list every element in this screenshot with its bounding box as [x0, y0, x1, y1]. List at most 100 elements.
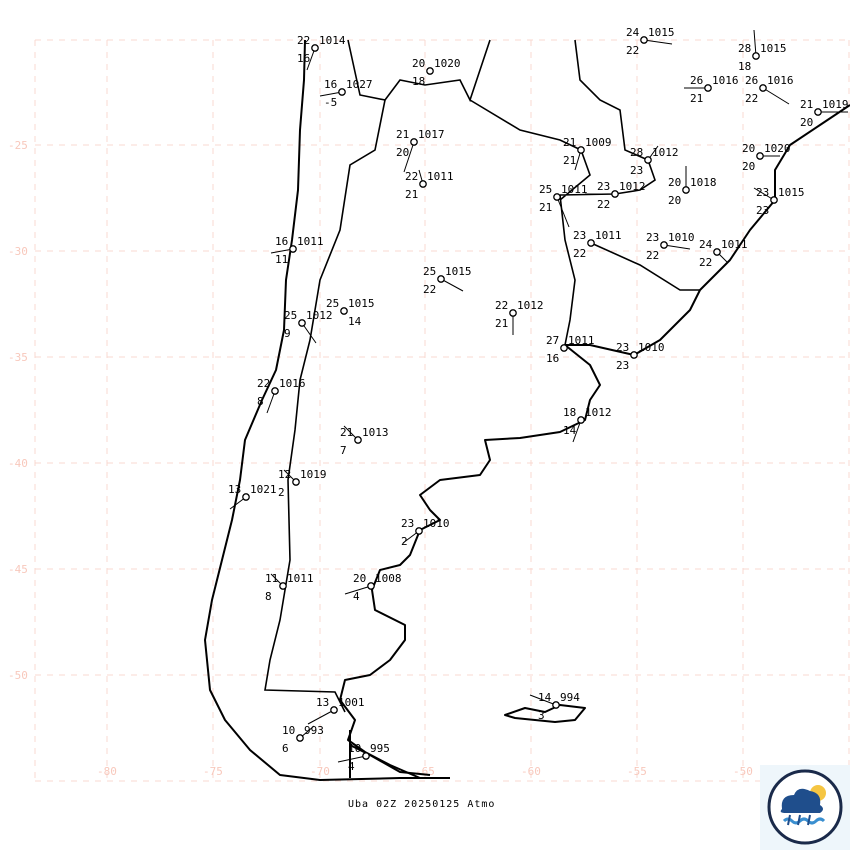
station-temp: 23: [646, 231, 659, 244]
station-temp: 23: [756, 186, 769, 199]
station-plot[interactable]: 25 1011 21: [539, 183, 588, 228]
pacific-coastline: [204, 39, 450, 781]
station-temp: 20: [742, 142, 755, 155]
station-pressure: 1014: [319, 34, 346, 47]
station-circle-icon: [338, 88, 346, 96]
station-plot[interactable]: 24 1015 22: [626, 26, 675, 57]
station-circle-icon: [756, 152, 764, 160]
station-plot[interactable]: 14 994 3: [529, 691, 580, 722]
station-plot[interactable]: 21 1019 20: [800, 98, 849, 129]
station-plot[interactable]: 23 1012 22: [585, 180, 646, 211]
atlantic-coastline: [339, 344, 601, 779]
station-temp: 24: [699, 238, 713, 251]
station-plot[interactable]: 13 1001: [307, 696, 365, 725]
station-plot[interactable]: 26 1016 21: [684, 74, 739, 105]
station-pressure: 1011: [721, 238, 748, 251]
station-temp: 22: [495, 299, 508, 312]
station-pressure: 1021: [250, 483, 277, 496]
station-plot[interactable]: 23 1011 22: [573, 229, 622, 260]
station-circle-icon: [752, 52, 760, 60]
borders: [264, 39, 700, 713]
station-pressure: 1019: [300, 468, 327, 481]
station-plot[interactable]: 25 1015 22: [423, 265, 472, 296]
uruguay-river-border: [559, 194, 700, 346]
station-plot[interactable]: 27 1011 16: [546, 334, 595, 365]
station-plot[interactable]: 21 1009 21: [563, 136, 612, 171]
station-plot[interactable]: 21 1017 20: [396, 128, 445, 173]
station-pressure: 1011: [427, 170, 454, 183]
station-plot[interactable]: 28 1012 23: [630, 145, 679, 177]
lon-label: -70: [310, 765, 330, 778]
station-plot[interactable]: 28 1015 18: [738, 29, 787, 73]
wind-barb-icon: [753, 187, 775, 201]
station-circle-icon: [410, 138, 418, 146]
station-plot[interactable]: 21 1013 7: [340, 425, 389, 457]
chile-argentina-border: [264, 39, 386, 713]
station-plot[interactable]: 23 1010 2: [401, 517, 450, 548]
station-circle-icon: [437, 275, 445, 283]
station-plot[interactable]: 26 1016 22: [745, 74, 794, 105]
station-circle-icon: [289, 245, 297, 253]
station-plot[interactable]: 22 1011 21: [405, 169, 454, 201]
station-circle-icon: [640, 36, 648, 44]
station-plot[interactable]: 23 1015 23: [753, 186, 805, 217]
station-pressure: 1009: [585, 136, 612, 149]
station-dewpoint: 23: [756, 204, 769, 217]
station-plot[interactable]: 12 1019 2: [278, 468, 327, 499]
station-dewpoint: 22: [646, 249, 659, 262]
lon-label: -60: [521, 765, 541, 778]
station-pressure: 1015: [648, 26, 675, 39]
station-pressure: 1015: [445, 265, 472, 278]
lon-label: -50: [733, 765, 753, 778]
station-plot[interactable]: 22 1016 8: [257, 377, 306, 414]
station-pressure: 993: [304, 724, 324, 737]
station-dewpoint: 23: [616, 359, 629, 372]
wind-barb-icon: [301, 322, 317, 344]
station-circle-icon: [419, 180, 427, 188]
station-plot[interactable]: 20 1018 20: [668, 166, 717, 207]
station-plot[interactable]: 22 1014 16: [297, 34, 346, 71]
station-plot[interactable]: 20 1020 18: [412, 57, 461, 88]
station-circle-icon: [553, 193, 561, 201]
station-dewpoint: 14: [563, 424, 577, 437]
station-plot[interactable]: 13 1021: [228, 483, 277, 510]
station-plot[interactable]: 25 1015 14: [326, 297, 375, 328]
station-plot[interactable]: 16 1011 11: [270, 235, 324, 266]
station-dewpoint: 22: [745, 92, 758, 105]
station-circle-icon: [660, 241, 668, 249]
station-plot[interactable]: 10 995 4: [337, 742, 390, 773]
station-circle-icon: [271, 387, 279, 395]
lat-label: -45: [8, 563, 28, 576]
wind-barb-icon: [529, 694, 557, 706]
station-dewpoint: -5: [324, 96, 337, 109]
station-temp: 21: [563, 136, 576, 149]
station-pressure: 1015: [760, 42, 787, 55]
station-circle-icon: [770, 196, 778, 204]
station-plot[interactable]: 23 1010 22: [646, 231, 695, 262]
station-plot[interactable]: 23 1010 23: [616, 341, 665, 372]
station-plot[interactable]: 25 1012 9: [284, 309, 333, 344]
station-plot[interactable]: 24 1011 22: [699, 238, 748, 269]
station-plot[interactable]: 20 1020 20: [742, 142, 791, 173]
station-circle-icon: [587, 239, 595, 247]
station-temp: 20: [668, 176, 681, 189]
falkland-islands: [504, 704, 586, 723]
station-plot[interactable]: 16 1027 -5: [319, 78, 373, 109]
station-pressure: 1001: [338, 696, 365, 709]
station-plot[interactable]: 18 1012 14: [563, 406, 612, 443]
station-plot[interactable]: 20 1008 4: [344, 572, 402, 603]
lat-label: -50: [8, 669, 28, 682]
station-dewpoint: 21: [405, 188, 418, 201]
station-map: -25-30-35-40-45-50-80 -75 -70 -65 -60 -55 -50 …: [8, 26, 850, 782]
station-dewpoint: 4: [353, 590, 360, 603]
station-temp: 20: [412, 57, 425, 70]
station-plot[interactable]: 10 993 6: [282, 724, 324, 755]
station-temp: 27: [546, 334, 559, 347]
bolivia-border: [384, 39, 491, 103]
station-plot[interactable]: 11 1011 8: [265, 572, 314, 603]
station-pressure: 1019: [822, 98, 849, 111]
station-plot[interactable]: 22 1012 21: [495, 299, 544, 335]
station-circle-icon: [759, 84, 767, 92]
station-temp: 18: [563, 406, 576, 419]
